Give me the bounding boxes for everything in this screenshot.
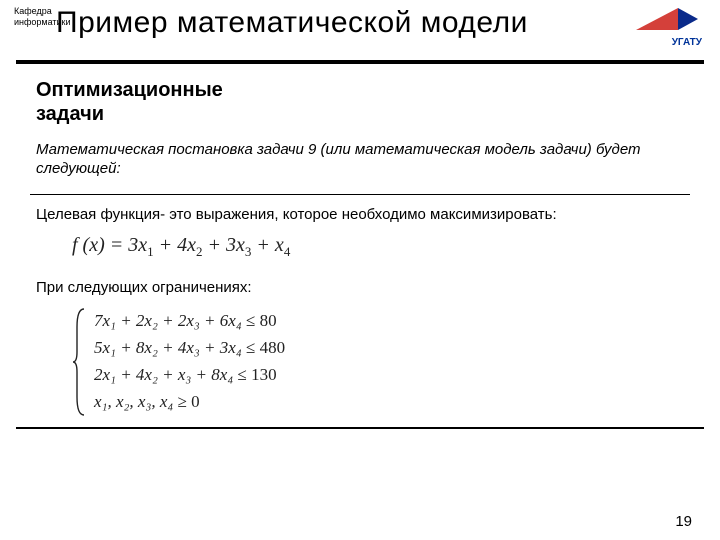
subheading-line1: Оптимизационные [36, 79, 223, 101]
objective-formula: f (x) = 3x1 + 4x2 + 3x3 + x4 [72, 234, 690, 260]
constraints-block: 7x₁ + 2x₂ + 2x₃ + 6x₄ ≤ 805x₁ + 8x₂ + 4x… [72, 307, 690, 417]
constraint-line: 5x₁ + 8x₂ + 4x₃ + 3x₄ ≤ 480 [94, 334, 285, 361]
logo-icon [632, 4, 702, 38]
constraints-para: При следующих ограничениях: [36, 278, 690, 297]
header: Кафедра информатики Пример математическо… [0, 0, 720, 60]
logo: УГАТУ [632, 4, 702, 46]
page-title: Пример математической модели [56, 6, 528, 40]
constraint-line: x₁, x₂, x₃, x₄ ≥ 0 [94, 388, 285, 415]
constraint-line: 7x₁ + 2x₂ + 2x₃ + 6x₄ ≤ 80 [94, 307, 285, 334]
subheading-line2: задачи [36, 103, 104, 125]
intro-text: Математическая постановка задачи 9 (или … [36, 140, 690, 178]
page-number: 19 [675, 513, 692, 530]
content: Оптимизационные задачи Математическая по… [0, 64, 720, 178]
brace-icon [72, 307, 88, 417]
objective-para: Целевая функция- это выражения, которое … [36, 205, 690, 224]
logo-text: УГАТУ [672, 37, 702, 48]
corner-line1: Кафедра [14, 6, 52, 16]
footer-rule [16, 427, 704, 429]
body: Целевая функция- это выражения, которое … [0, 195, 720, 417]
constraint-lines: 7x₁ + 2x₂ + 2x₃ + 6x₄ ≤ 805x₁ + 8x₂ + 4x… [88, 307, 285, 417]
constraint-line: 2x₁ + 4x₂ + x₃ + 8x₄ ≤ 130 [94, 361, 285, 388]
subheading: Оптимизационные задачи [36, 78, 690, 126]
